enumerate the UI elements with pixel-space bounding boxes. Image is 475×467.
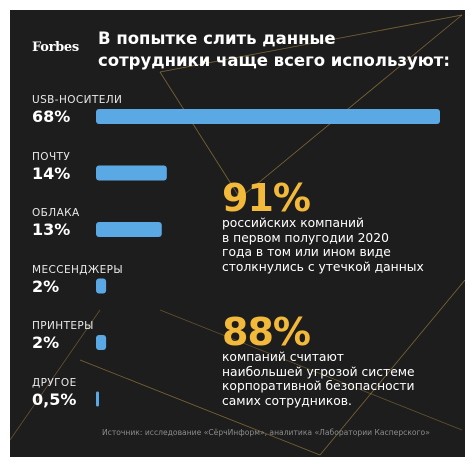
- stat-line: наибольшей угрозой системе: [222, 364, 415, 379]
- category-label: ПРИНТЕРЫ: [32, 320, 94, 332]
- stat-line: корпоративной безопасности: [222, 379, 415, 394]
- value-label: 14%: [32, 163, 71, 183]
- chart-title: В попытке слить данные сотрудники чаще в…: [98, 28, 458, 72]
- category-label: ОБЛАКА: [32, 207, 80, 219]
- stat-line: компаний считают: [222, 350, 344, 364]
- bar: [96, 222, 162, 237]
- category-label: USB-НОСИТЕЛИ: [32, 94, 123, 106]
- title-line-2: сотрудники чаще всего используют:: [98, 51, 450, 70]
- bar: [96, 278, 107, 294]
- stat-line: самих сотрудников.: [222, 393, 352, 408]
- bar: [96, 109, 440, 124]
- value-label: 68%: [32, 107, 71, 126]
- value-label: 2%: [32, 333, 60, 352]
- value-label: 13%: [32, 220, 71, 239]
- source-note: Источник: исследование «СёрчИнформ», ана…: [102, 428, 430, 437]
- stat-value-88: 88%: [222, 310, 311, 354]
- forbes-logo: Forbes: [32, 40, 79, 55]
- category-label: МЕССЕНДЖЕРЫ: [32, 263, 124, 276]
- title-line-1: В попытке слить данные: [98, 29, 336, 48]
- stat-description-91: российских компаний в первом полугодии 2…: [222, 216, 457, 274]
- stat-value-91: 91%: [222, 176, 311, 220]
- decorative-lines: [10, 14, 465, 456]
- category-label: ПОЧТУ: [32, 150, 71, 163]
- stat-line: в первом полугодии 2020: [222, 230, 389, 245]
- stat-line: года в том или ином виде: [222, 245, 391, 260]
- value-label: 2%: [32, 276, 60, 296]
- infographic: Forbes В попытке слить данные сотрудники…: [10, 10, 465, 457]
- bar: [96, 335, 107, 350]
- bar-chart: [96, 109, 440, 407]
- stat-line: российских компаний: [222, 216, 365, 230]
- bar: [96, 391, 99, 407]
- stat-description-88: компаний считают наибольшей угрозой сист…: [222, 350, 457, 408]
- value-label: 0,5%: [32, 389, 77, 409]
- stat-line: столкнулись с утечкой данных: [222, 259, 424, 274]
- bar: [96, 165, 167, 181]
- category-label: ДРУГОЕ: [32, 376, 77, 389]
